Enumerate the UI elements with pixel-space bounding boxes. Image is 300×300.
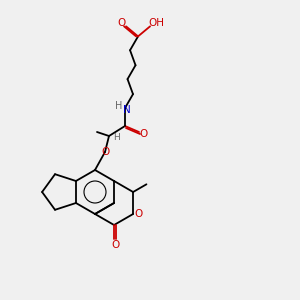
Text: H: H bbox=[114, 134, 120, 142]
Text: OH: OH bbox=[148, 18, 164, 28]
Text: O: O bbox=[134, 209, 142, 219]
Text: N: N bbox=[123, 105, 131, 115]
Text: O: O bbox=[111, 239, 119, 250]
Text: O: O bbox=[101, 147, 109, 157]
Text: H: H bbox=[115, 101, 123, 111]
Text: O: O bbox=[139, 129, 147, 139]
Text: O: O bbox=[117, 18, 125, 28]
